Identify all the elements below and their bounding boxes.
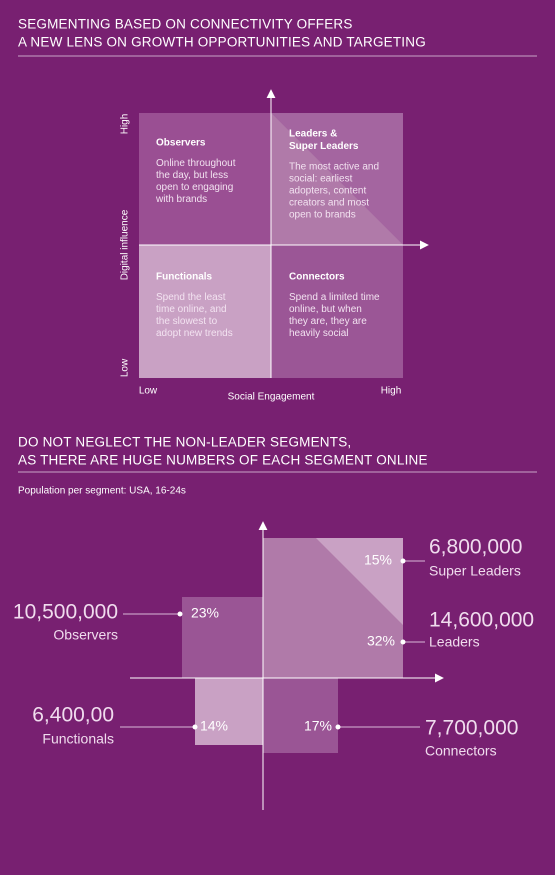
axis-label: Low <box>120 358 131 377</box>
segment-share: 15% <box>364 552 392 568</box>
quadrant-text: adopt new trends <box>156 328 233 339</box>
segment-population: 10,500,000 <box>13 601 118 624</box>
axis-label: Low <box>139 386 158 397</box>
segment-box <box>263 678 338 753</box>
quadrant-text: with brands <box>155 194 207 205</box>
segment-name: Observers <box>53 627 118 643</box>
quadrant <box>139 245 271 378</box>
segment-name: Leaders <box>429 634 480 650</box>
quadrant-name: Observers <box>156 138 206 149</box>
quadrant-text: The most active and <box>289 162 379 173</box>
axis-label: Social Engagement <box>228 392 315 403</box>
leader-dot <box>400 639 406 645</box>
leader-dot <box>335 724 341 730</box>
segment-box <box>195 678 263 745</box>
title: SEGMENTING BASED ON CONNECTIVITY OFFERS <box>18 17 353 32</box>
quadrant-text: Spend the least <box>156 292 226 303</box>
segment-name: Connectors <box>425 743 497 759</box>
axis-label: Digital influence <box>120 209 131 280</box>
quadrant <box>271 245 403 378</box>
segment-share: 32% <box>367 633 395 649</box>
segment-box <box>316 538 403 625</box>
quadrant-text: Online throughout <box>156 158 236 169</box>
title: A NEW LENS ON GROWTH OPPORTUNITIES AND T… <box>18 35 426 50</box>
quadrant-text: Spend a limited time <box>289 292 380 303</box>
quadrant-text: adopters, content <box>289 186 366 197</box>
title: DO NOT NEGLECT THE NON-LEADER SEGMENTS, <box>18 435 351 450</box>
quadrant-text: they are, they are <box>289 316 367 327</box>
quadrant-text: heavily social <box>289 328 348 339</box>
segment-share: 17% <box>304 718 332 734</box>
leader-dot <box>400 558 406 564</box>
quadrant-text: creators and most <box>289 198 369 209</box>
segment-share: 14% <box>200 718 228 734</box>
segment-labels: 23% 10,500,000 Observers 15% 6,800,000 Super … <box>13 536 534 759</box>
quadrant-name: Functionals <box>156 272 213 283</box>
quadrant-text: open to engaging <box>156 182 233 193</box>
segment-share: 23% <box>191 605 219 621</box>
quadrant-text: online, but when <box>289 304 362 315</box>
quadrant-name: Super Leaders <box>289 141 359 152</box>
quadrant-text: the slowest to <box>156 316 218 327</box>
quadrant-name: Connectors <box>289 272 345 283</box>
axis-label: High <box>120 114 131 135</box>
quadrant-text: open to brands <box>289 210 356 221</box>
subtitle: Population per segment: USA, 16-24s <box>18 486 186 497</box>
quadrant-text: the day, but less <box>156 170 228 181</box>
quadrant-split <box>271 113 403 245</box>
leader-dot <box>192 724 198 730</box>
quadrant-name: Leaders & <box>289 129 337 140</box>
segment-population: 6,800,000 <box>429 536 522 559</box>
segment-box <box>182 597 263 678</box>
segment-name: Super Leaders <box>429 563 521 579</box>
segment-population: 7,700,000 <box>425 717 518 740</box>
quadrant-text: social: earliest <box>289 174 353 185</box>
segment-population: 14,600,000 <box>429 609 534 632</box>
leader-dot <box>177 611 183 617</box>
quadrant <box>139 113 271 245</box>
quadrant-text: time online, and <box>156 304 227 315</box>
axis-label: High <box>381 386 402 397</box>
segment-population: 6,400,00 <box>32 704 114 727</box>
segment-name: Functionals <box>42 731 114 747</box>
title: AS THERE ARE HUGE NUMBERS OF EACH SEGMEN… <box>18 453 428 468</box>
